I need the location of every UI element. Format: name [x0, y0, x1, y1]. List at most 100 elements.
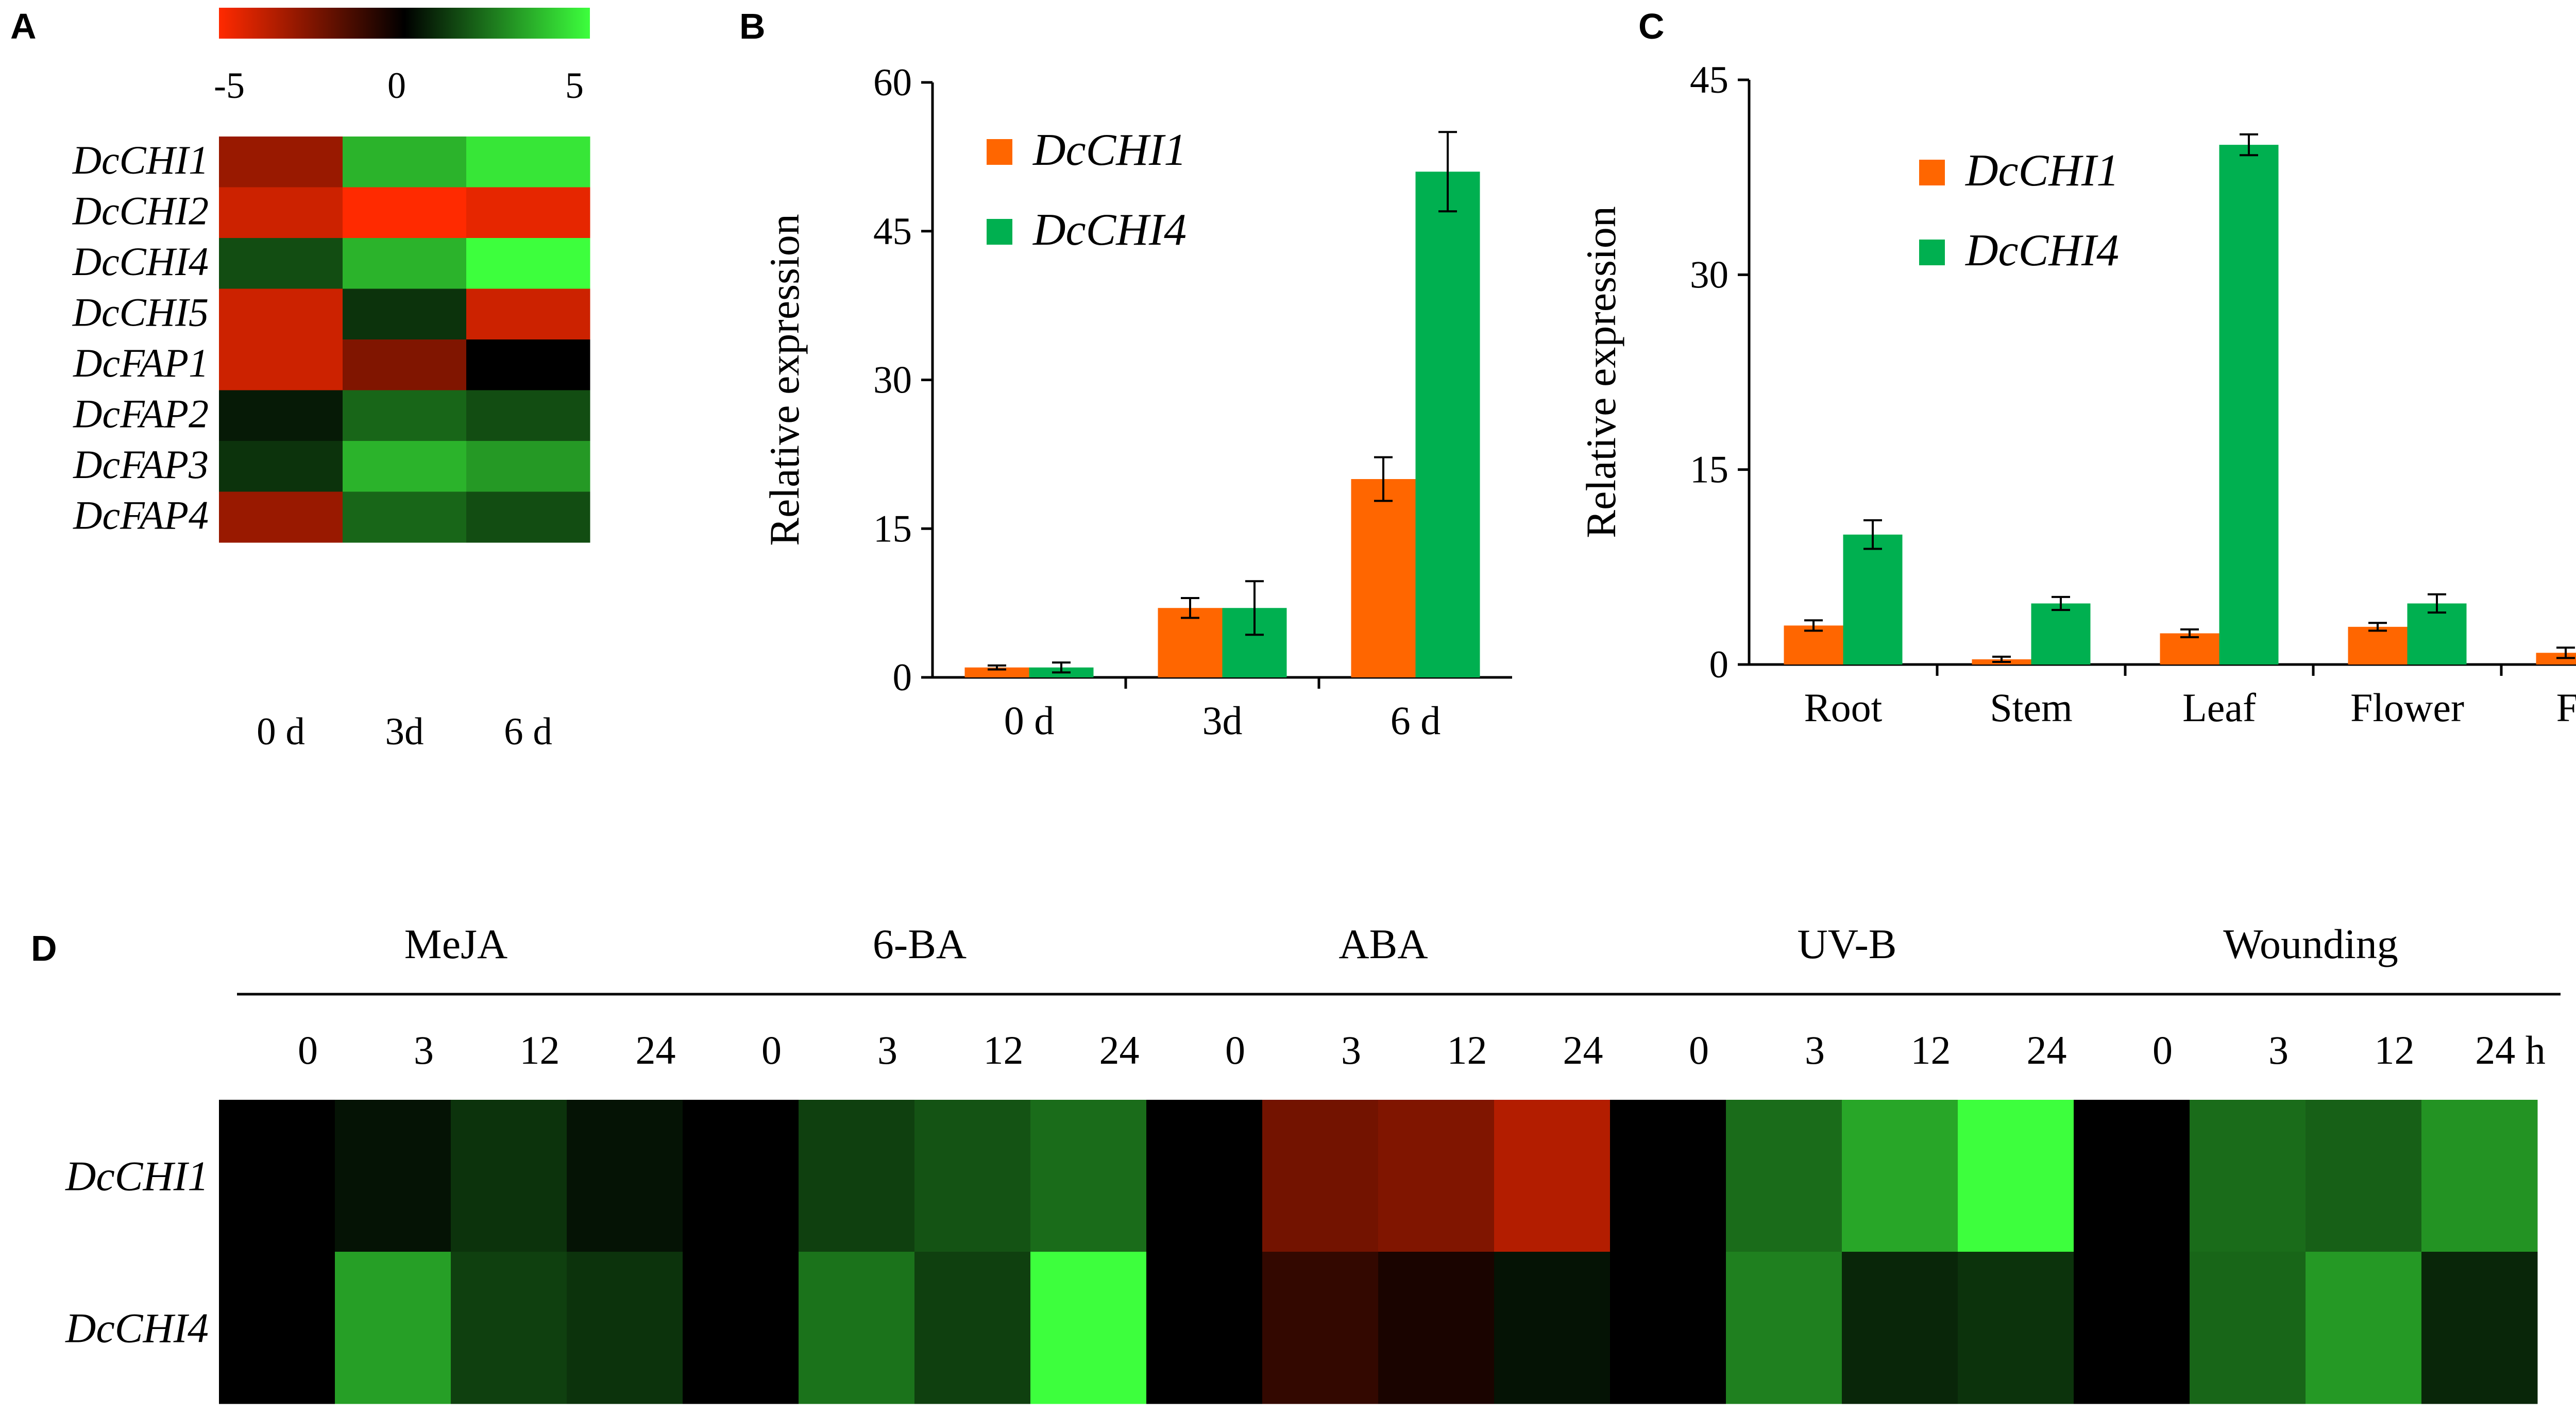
heatmap-cell: [1494, 1252, 1611, 1404]
treatment-group-label: UV-B: [1798, 921, 1897, 967]
heatmap-cell: [466, 187, 590, 238]
colorbar: [219, 8, 590, 39]
timepoint-label: 12: [984, 1028, 1024, 1072]
heatmap-cell: [219, 238, 343, 289]
legend-label: DcCHI4: [1032, 205, 1187, 255]
heatmap-cell: [343, 390, 467, 441]
legend-swatch: [987, 219, 1012, 245]
y-tick-label: 0: [1709, 643, 1729, 686]
heatmap-cell: [219, 1100, 335, 1252]
heatmap-cell: [219, 1252, 335, 1404]
timepoint-label: 24: [1563, 1028, 1603, 1072]
bar-chart-tissues: 0 15 30 45 Root Stem Leaf Flower Fruit Relative e…: [1578, 59, 2576, 730]
heatmap-cell: [219, 390, 343, 441]
timepoint-label: 0: [761, 1028, 782, 1072]
panel-label-b: B: [739, 6, 766, 46]
bar-DcCHI1: [1158, 608, 1223, 677]
heatmap-cell: [1610, 1100, 1726, 1252]
heatmap-cell: [466, 491, 590, 543]
heatmap-cell: [343, 187, 467, 238]
treatment-group-label: 6-BA: [873, 921, 967, 967]
heatmap-cell: [466, 390, 590, 441]
row-label: DcCHI5: [72, 290, 209, 335]
heatmap-cell: [1494, 1100, 1611, 1252]
heatmap-cell: [914, 1100, 1031, 1252]
heatmap-cell: [2421, 1100, 2538, 1252]
row-label: DcCHI4: [65, 1305, 209, 1352]
heatmap-cell: [219, 288, 343, 340]
timepoint-label: 0: [298, 1028, 318, 1072]
y-tick-label: 0: [893, 656, 912, 699]
row-label: DcCHI1: [65, 1153, 209, 1200]
heatmap-cell: [1958, 1100, 2074, 1252]
timepoint-label: 12: [1447, 1028, 1487, 1072]
heatmap-cell: [1262, 1100, 1379, 1252]
bar-chart-time-course: 0 15 30 45 60 0 d 3d 6 d Relative expression DcCH…: [761, 61, 1512, 743]
heatmap-cell: [1378, 1100, 1495, 1252]
heatmap-cell: [335, 1100, 451, 1252]
heatmap-cell: [335, 1252, 451, 1404]
colorbar-tick-label: 0: [387, 65, 406, 106]
timepoint-label: 24: [1099, 1028, 1140, 1072]
heatmap-cell: [683, 1252, 799, 1404]
legend-swatch: [1919, 160, 1945, 185]
bar-DcCHI4: [2407, 603, 2467, 665]
column-label: 3d: [385, 710, 424, 753]
heatmap-cell: [1030, 1100, 1147, 1252]
bar-DcCHI1: [2348, 626, 2408, 665]
treatment-group-label: Wounding: [2223, 921, 2398, 967]
bar-DcCHI4: [2031, 603, 2091, 665]
heatmap-cell: [451, 1100, 567, 1252]
bar-DcCHI4: [1843, 534, 1903, 665]
timepoint-label: 0: [1689, 1028, 1709, 1072]
heatmap-cell: [1610, 1252, 1726, 1404]
legend-swatch: [987, 139, 1012, 165]
timepoint-label: 24: [2027, 1028, 2067, 1072]
heatmap-cell: [1262, 1252, 1379, 1404]
heatmap-cell: [567, 1252, 683, 1404]
heatmap-cell: [914, 1252, 1031, 1404]
heatmap-cell: [799, 1100, 915, 1252]
bar-DcCHI1: [964, 667, 1029, 677]
heatmap-cell: [343, 238, 467, 289]
column-label: 0 d: [257, 710, 305, 753]
y-tick-label: 45: [1690, 59, 1728, 101]
heatmap-cell: [1030, 1252, 1147, 1404]
timepoint-label: 12: [520, 1028, 560, 1072]
heatmap-cell: [1842, 1252, 1958, 1404]
heatmap-cell: [1146, 1100, 1263, 1252]
timepoint-label: 3: [2268, 1028, 2289, 1072]
y-tick-label: 15: [1690, 449, 1728, 491]
timepoint-label: 0: [2153, 1028, 2173, 1072]
heatmap-cell: [2306, 1100, 2422, 1252]
timepoint-label: 3: [414, 1028, 434, 1072]
legend-label: DcCHI1: [1965, 146, 2119, 196]
x-tick-label: 0 d: [1004, 698, 1055, 743]
heatmap-cell: [2421, 1252, 2538, 1404]
column-label: 6 d: [504, 710, 552, 753]
heatmap-cell: [343, 339, 467, 390]
timepoint-label: 12: [1911, 1028, 1951, 1072]
heatmap-tissue-time: -5 0 5 DcCHI1 DcCHI2 DcCHI4 DcCHI5 DcFAP1 DcFAP2…: [72, 8, 590, 753]
timepoint-label: 0: [1225, 1028, 1245, 1072]
heatmap-cell: [219, 491, 343, 543]
heatmap-cell: [466, 137, 590, 188]
x-tick-label: Root: [1804, 685, 1883, 730]
x-tick-label: Stem: [1990, 685, 2072, 730]
row-label: DcCHI4: [72, 239, 209, 284]
timepoint-label: 12: [2375, 1028, 2415, 1072]
row-label: DcFAP3: [73, 442, 209, 487]
heatmap-cell: [219, 339, 343, 390]
y-tick-label: 30: [1690, 253, 1728, 296]
heatmap-cell: [466, 238, 590, 289]
heatmap-cell: [1958, 1252, 2074, 1404]
row-label: DcFAP1: [73, 340, 209, 385]
x-tick-label: 3d: [1202, 698, 1243, 743]
row-label: DcFAP4: [73, 493, 209, 538]
legend-swatch: [1919, 240, 1945, 265]
heatmap-cell: [567, 1100, 683, 1252]
heatmap-cell: [683, 1100, 799, 1252]
heatmap-cell: [466, 441, 590, 492]
heatmap-cell: [1726, 1100, 1842, 1252]
